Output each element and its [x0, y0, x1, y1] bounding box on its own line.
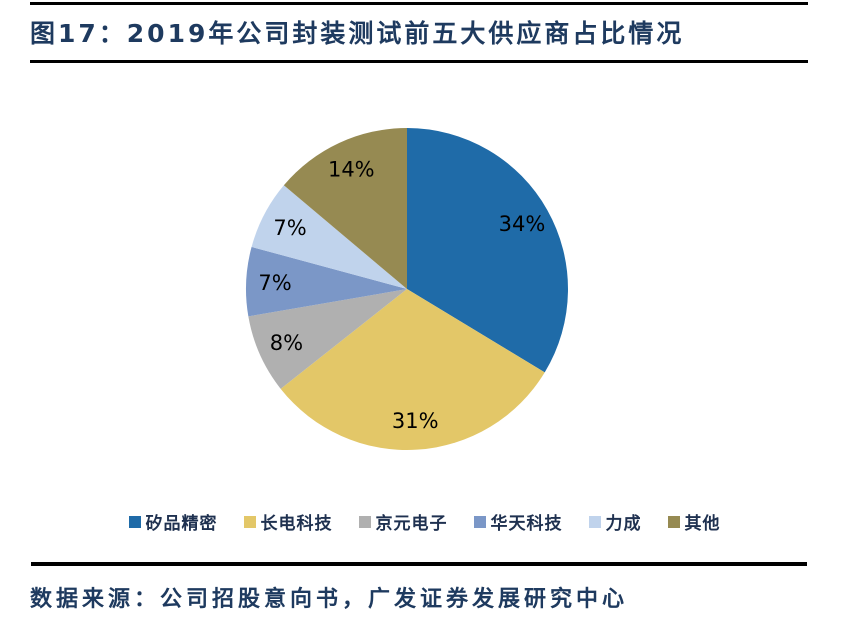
legend-label-1: 长电科技	[260, 514, 333, 534]
pie-slice-label-5: 14%	[328, 157, 375, 181]
legend-label-2: 京元电子	[375, 514, 448, 534]
pie-slice-5	[283, 128, 407, 289]
legend-swatch-icon	[588, 515, 601, 528]
legend-item-2: 京元电子	[358, 509, 448, 534]
pie-slice-1	[280, 289, 545, 450]
title-underline-rule	[30, 60, 808, 63]
legend-item-4: 力成	[588, 509, 642, 534]
legend-swatch-icon	[358, 515, 371, 528]
legend-swatch-icon	[243, 515, 256, 528]
legend-label-4: 力成	[605, 514, 642, 534]
pie-slice-4	[251, 185, 407, 289]
legend-item-5: 其他	[667, 509, 721, 534]
legend-item-0: 矽品精密	[128, 509, 218, 534]
legend-label-3: 华天科技	[490, 514, 563, 534]
source-separator-rule	[31, 562, 807, 566]
pie-slice-3	[245, 246, 407, 317]
pie-slice-label-0: 34%	[499, 212, 546, 236]
legend-swatch-icon	[667, 515, 680, 528]
pie-slice-2	[248, 289, 407, 389]
legend: 矽品精密 长电科技 京元电子 华天科技 力成 其他	[0, 509, 849, 534]
pie-slice-label-3: 7%	[258, 271, 291, 295]
legend-label-5: 其他	[684, 514, 721, 534]
legend-swatch-icon	[128, 515, 141, 528]
pie-chart: 34% 31% 8% 7% 7% 14%	[245, 128, 568, 450]
legend-label-0: 矽品精密	[145, 514, 218, 534]
top-rule	[30, 2, 808, 5]
legend-item-3: 华天科技	[473, 509, 563, 534]
pie-slice-label-4: 7%	[273, 216, 306, 240]
pie-slice-label-1: 31%	[392, 409, 439, 433]
data-source-text: 数据来源：公司招股意向书，广发证券发展研究中心	[30, 587, 629, 612]
pie-slice-label-2: 8%	[270, 331, 303, 355]
figure-title: 图17：2019年公司封装测试前五大供应商占比情况	[30, 19, 685, 48]
pie-slice-0	[407, 128, 568, 373]
legend-swatch-icon	[473, 515, 486, 528]
legend-item-1: 长电科技	[243, 509, 333, 534]
